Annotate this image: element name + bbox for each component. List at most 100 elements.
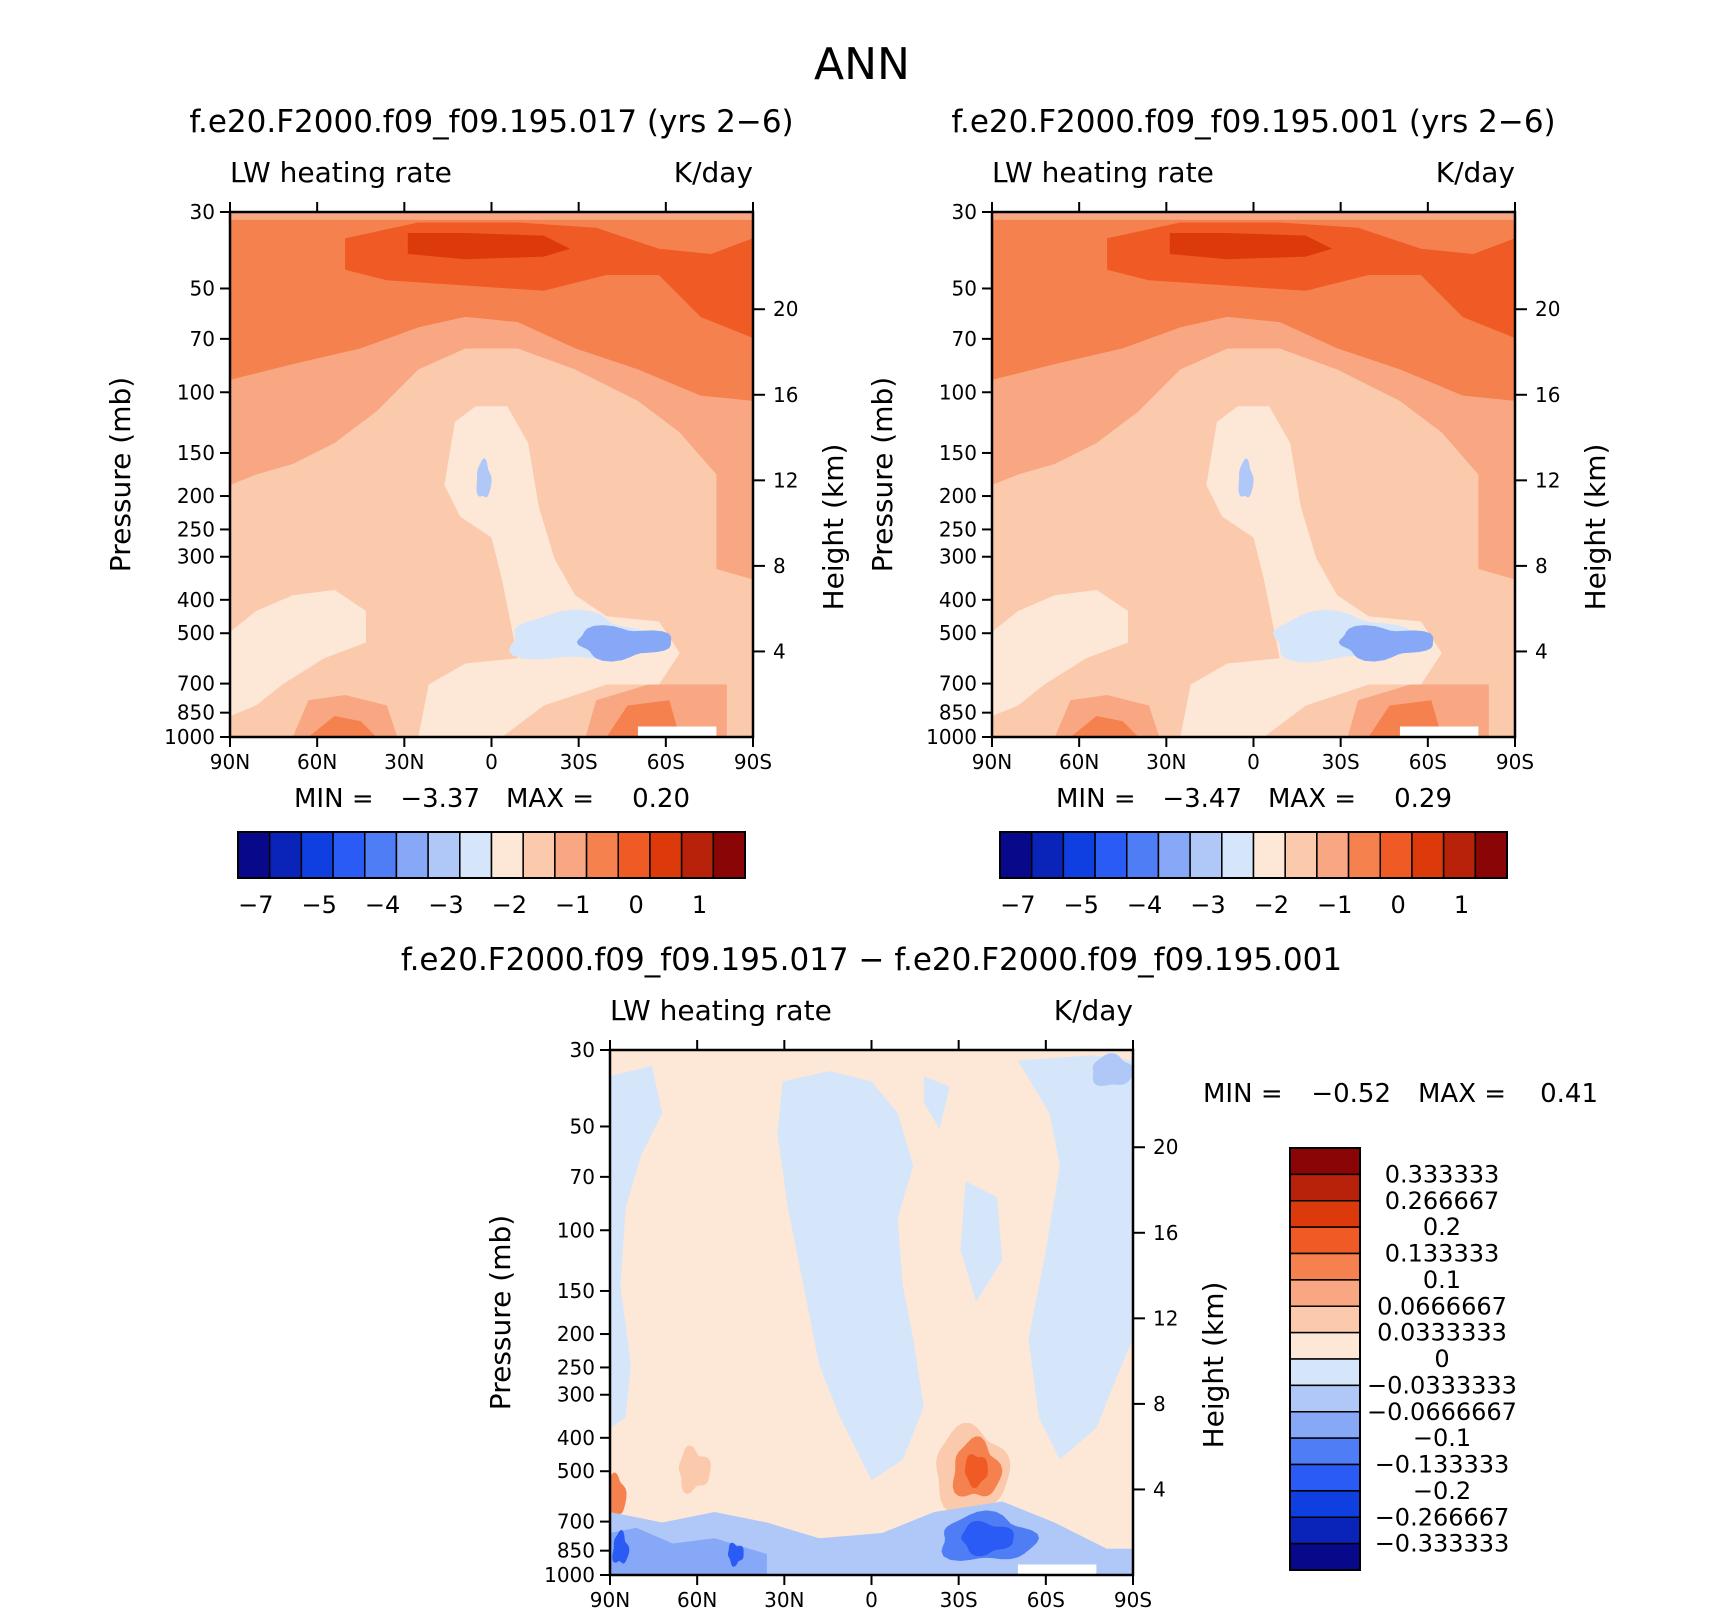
missing-data: [1017, 1564, 1097, 1575]
units-label: K/day: [1054, 994, 1133, 1027]
colorbar-tick-label: 0: [1390, 891, 1405, 919]
colorbar-swatch: [1379, 831, 1413, 879]
colorbar-swatch: [1289, 1384, 1361, 1413]
colorbar-swatch: [1289, 1226, 1361, 1255]
max-value: 0.20: [632, 784, 690, 814]
y-tick-label: 850: [177, 701, 215, 725]
field-layer: [727, 1542, 744, 1567]
max-value: 0.29: [1394, 784, 1452, 814]
colorbar-swatch: [490, 831, 524, 879]
field-layer: [230, 317, 753, 580]
y-tick-label: 500: [557, 1459, 595, 1483]
colorbar-frame: [999, 831, 1508, 879]
x-tick-label: 90S: [734, 750, 772, 774]
field-layer: [678, 1445, 711, 1495]
y2-tick-label: 16: [1535, 383, 1560, 407]
colorbar-tick-label: −4: [365, 891, 400, 919]
colorbar-swatch: [1411, 831, 1445, 879]
colorbar-swatch: [427, 831, 461, 879]
y-tick-label: 30: [190, 200, 215, 224]
min-label: MIN =: [1203, 1079, 1283, 1109]
field-layer: [777, 1071, 924, 1481]
units-label: K/day: [1436, 156, 1515, 189]
colorbar-frame: [1289, 1147, 1361, 1571]
colorbar-tick-label: −0.2: [1413, 1477, 1471, 1505]
y-tick-label: 200: [557, 1322, 595, 1346]
y-tick-label: 150: [557, 1279, 595, 1303]
colorbar-tick-label: −1: [1317, 891, 1352, 919]
y2-tick-label: 4: [773, 639, 786, 663]
colorbar-swatch: [459, 831, 493, 879]
y-tick-label: 200: [177, 484, 215, 508]
colorbar-swatch: [554, 831, 588, 879]
y-tick-label: 150: [939, 441, 977, 465]
y-tick-label: 50: [570, 1114, 595, 1138]
field-layer: [407, 233, 570, 260]
colorbar-swatch: [364, 831, 398, 879]
y2-tick-label: 16: [773, 383, 798, 407]
x-tick-label: 90N: [210, 750, 250, 774]
x-tick-label: 60S: [647, 750, 685, 774]
colorbar-swatch: [1289, 1358, 1361, 1387]
y-axis-label: Pressure (mb): [866, 377, 899, 572]
figure-title: ANN: [814, 39, 910, 90]
colorbar-tick-label: −0.333333: [1375, 1530, 1510, 1558]
colorbar-frame: [237, 831, 746, 879]
colorbar-tick-label: −2: [492, 891, 527, 919]
colorbar-swatch: [1289, 1437, 1361, 1466]
min-value: −3.37: [400, 784, 480, 814]
colorbar-swatch: [1289, 1279, 1361, 1307]
panel-title: f.e20.F2000.f09_f09.195.001 (yrs 2−6): [951, 104, 1555, 140]
x-tick-label: 60N: [677, 1588, 717, 1611]
x-tick-label: 60S: [1409, 750, 1447, 774]
field-layer: [1017, 1055, 1133, 1460]
min-label: MIN =: [294, 784, 374, 814]
colorbar-swatch: [1289, 1331, 1361, 1360]
field-layer: [230, 590, 366, 716]
colorbar-tick-label: 0.266667: [1385, 1187, 1500, 1215]
x-tick-label: 90S: [1496, 750, 1534, 774]
x-tick-label: 30S: [560, 750, 598, 774]
field-layer: [1338, 625, 1434, 662]
colorbar-swatch: [1221, 831, 1255, 879]
field-layer: [230, 212, 753, 220]
y-tick-label: 700: [939, 672, 977, 696]
y-tick-label: 850: [557, 1539, 595, 1563]
y-tick-label: 1000: [164, 725, 215, 749]
y-tick-label: 30: [570, 1038, 595, 1062]
colorbar-swatch: [1442, 831, 1477, 879]
colorbar-tick-label: −7: [238, 891, 273, 919]
y2-tick-label: 12: [1153, 1306, 1178, 1330]
colorbar-swatch: [1126, 831, 1160, 879]
field-layer: [1092, 1053, 1133, 1087]
y-axis-label: Pressure (mb): [484, 1215, 517, 1410]
colorbar-tick-label: −2: [1254, 891, 1289, 919]
colorbar-swatch: [999, 831, 1033, 879]
min-value: −3.47: [1162, 784, 1242, 814]
colorbar-swatch: [649, 831, 683, 879]
y-tick-label: 500: [177, 621, 215, 645]
field-layer: [1169, 233, 1332, 260]
colorbar-swatch: [1030, 831, 1065, 879]
field-layer: [960, 1181, 1003, 1302]
colorbar-tick-label: −0.133333: [1375, 1451, 1510, 1479]
colorbar-tick-label: −4: [1127, 891, 1162, 919]
x-tick-label: 30S: [1322, 750, 1360, 774]
colorbar-swatch: [1289, 1411, 1361, 1439]
field-layer: [992, 317, 1515, 580]
y-tick-label: 400: [939, 588, 977, 612]
colorbar-tick-label: 0.0666667: [1377, 1292, 1507, 1320]
y-tick-label: 250: [939, 517, 977, 541]
field-layer: [576, 625, 672, 662]
colorbar-tick-label: −0.266667: [1375, 1503, 1510, 1531]
panel-difference: 90N 60N 30N 0 30S 60S 90S305070100150200250300…: [401, 942, 1598, 1611]
colorbar-tick-label: 0.2: [1423, 1213, 1461, 1241]
panel-title: f.e20.F2000.f09_f09.195.017 (yrs 2−6): [189, 104, 793, 140]
x-tick-label: 0: [1247, 750, 1260, 774]
min-value: −0.52: [1311, 1079, 1391, 1109]
colorbar-tick-label: −7: [1000, 891, 1035, 919]
y-tick-label: 250: [557, 1355, 595, 1379]
y-tick-label: 300: [939, 545, 977, 569]
variable-label: LW heating rate: [230, 156, 452, 189]
colorbar-tick-label: 0: [1434, 1345, 1449, 1373]
